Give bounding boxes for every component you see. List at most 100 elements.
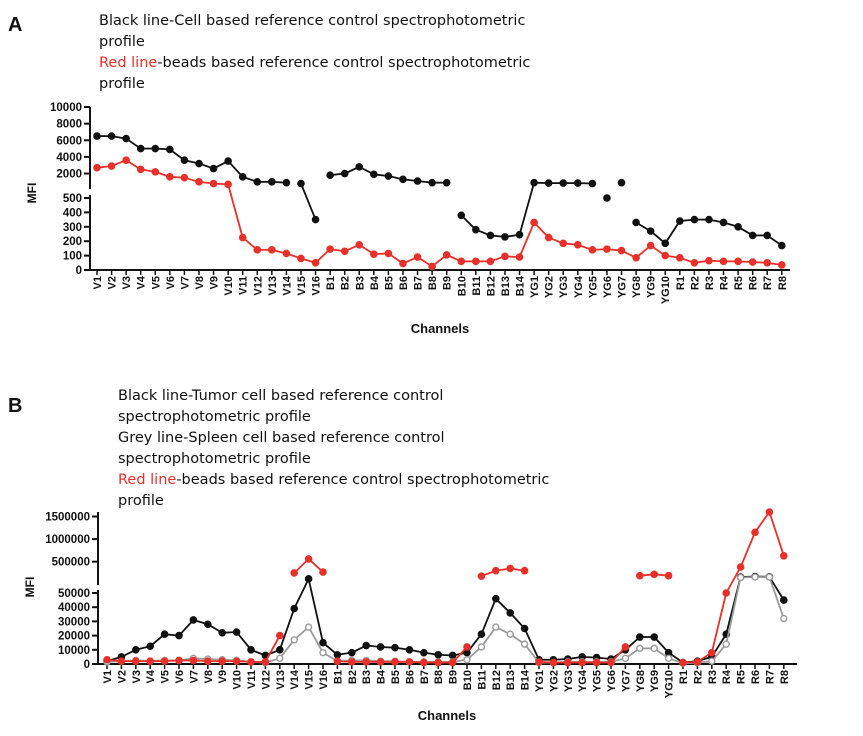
panel-b-red-series-segment <box>768 511 785 557</box>
panel-b-xtick-label: V15 <box>304 670 316 690</box>
panel-a-xtick-label: B3 <box>354 276 366 290</box>
panel-b-xtick-label: R1 <box>678 670 690 684</box>
panel-a-black-series-point-r1 <box>675 217 684 225</box>
panel-b-xtick-label: B8 <box>433 670 445 684</box>
panel-a-red-series-point-yg2 <box>544 233 553 242</box>
panel-b-xtick-label: YG9 <box>649 670 661 692</box>
panel-b-red-series-point-r5 <box>736 563 745 571</box>
panel-b-xtick-label: R6 <box>750 670 762 684</box>
panel-b-grey-series-point-yg7 <box>621 654 630 663</box>
panel-b-xtick-label: R7 <box>764 670 776 684</box>
panel-a-red-series-point-b2 <box>340 247 349 256</box>
panel-b-grey-series-point-v16 <box>319 648 327 657</box>
panel-b-ytick-label: 10000 <box>58 645 90 657</box>
panel-b-black-series-point-v13 <box>275 645 284 654</box>
panel-a-xtick-label: V5 <box>150 276 162 289</box>
panel-a-black-series-point-b4 <box>370 170 378 179</box>
panel-a-black-series-point-b9 <box>442 178 451 187</box>
panel-a-red-series-point-yg7 <box>617 246 626 255</box>
panel-b-grey-series-point-r4 <box>722 640 730 648</box>
panel-a-legend-red-line2: profile <box>99 76 145 92</box>
panel-a-red-series-point-b3 <box>355 241 364 249</box>
panel-a-ytick-label: 0 <box>76 265 82 277</box>
panel-a-xtick-label: YG7 <box>617 276 629 298</box>
panel-b-black-series-segment <box>307 578 324 643</box>
panel-b-red-series-point-b9 <box>448 658 457 667</box>
panel-a-black-series-point-v15 <box>297 179 305 188</box>
panel-b-xtick-label: V3 <box>131 670 143 683</box>
panel-b-xtick-label: R8 <box>779 670 791 684</box>
panel-b-xtick-label: V16 <box>318 670 330 690</box>
panel-b-xtick-label: YG7 <box>620 670 632 692</box>
panel-b-black-series-point-v15 <box>304 575 313 583</box>
panel-b-black-series-point-b9 <box>448 651 457 660</box>
panel-a-black-series-point-v12 <box>253 178 262 186</box>
panel-a-red-series-point-b5 <box>384 249 393 258</box>
panel-b-black-series-point-b4 <box>376 643 385 651</box>
panel-b-black-series-point-b2 <box>347 648 356 657</box>
panel-a-xtick-label: B11 <box>471 276 483 296</box>
panel-b-red-series-point-v4 <box>146 657 155 665</box>
panel-b-red-series-point-b7 <box>419 658 428 667</box>
panel-b-black-series-point-v14 <box>290 604 299 613</box>
panel-b-xtick-label: B1 <box>332 670 344 684</box>
panel-a-xtick-label: B6 <box>398 276 410 290</box>
panel-b-red-series-point-yg7 <box>621 643 630 651</box>
panel-b-label: B <box>8 395 22 417</box>
panel-a-xtick-label: B7 <box>413 276 425 290</box>
panel-a-legend-black-line1: Black line-Cell based reference control … <box>99 13 525 29</box>
panel-a-ytick-label: 8000 <box>56 119 82 131</box>
panel-a-black-series-point-yg1 <box>530 178 538 187</box>
panel-b-black-series-point-v5 <box>160 630 169 638</box>
panel-b-xtick-label: V9 <box>217 670 229 683</box>
panel-a-ytick-label: 400 <box>63 207 82 219</box>
panel-b-xtick-label: V8 <box>203 670 215 683</box>
panel-a-red-series-point-v16 <box>311 258 320 267</box>
panel-a-black-series-point-yg7 <box>617 178 626 187</box>
panel-a-red-series-point-r1 <box>675 253 684 262</box>
panel-b-red-series-point-b1 <box>333 657 342 665</box>
panel-a-red-series-point-v10 <box>224 180 232 189</box>
panel-b-grey-series-segment <box>480 626 497 648</box>
panel-b-red-series-point-v14 <box>290 569 299 577</box>
panel-a-xtick-label: R7 <box>762 276 774 290</box>
panel-b-xtick-label: V13 <box>275 670 287 690</box>
panel-b-red-series-point-r4 <box>722 589 730 597</box>
panel-b-red-series-point-yg8 <box>635 571 644 580</box>
panel-b-xtick-label: V12 <box>260 670 272 690</box>
panel-a-ytick-label: 10000 <box>50 102 82 114</box>
panel-a-xtick-label: B2 <box>340 276 352 290</box>
panel-b-black-series-point-v6 <box>175 631 183 640</box>
panel-b-red-series-point-b13 <box>506 564 515 573</box>
panel-b-legend-black-line1: Black line-Tumor cell based reference co… <box>118 388 443 404</box>
panel-a-xtick-label: V4 <box>136 275 148 289</box>
panel-b-xtick-label: B6 <box>404 670 416 684</box>
panel-b-xtick-label: YG4 <box>577 669 589 692</box>
panel-a-legend-red-line1: Red line-beads based reference control s… <box>99 55 530 71</box>
panel-b-legend-grey-line2: spectrophotometric profile <box>118 451 311 467</box>
panel-b-red-series-point-r8 <box>779 552 788 560</box>
panel-b-ytick-label: 30000 <box>58 616 90 628</box>
panel-a-xtick-label: YG9 <box>646 276 658 298</box>
panel-b-black-series-point-v3 <box>132 645 140 654</box>
panel-a-ytick-label: 500 <box>63 193 82 205</box>
panel-a-black-series-point-r4 <box>719 218 728 227</box>
panel-a-red-series-point-yg5 <box>588 246 597 254</box>
panel-a-red-series-point-v4 <box>136 165 145 174</box>
panel-a-black-series-point-v4 <box>136 144 145 153</box>
panel-a-xtick-label: V6 <box>165 276 177 289</box>
panel-b-red-series-point-v5 <box>160 657 169 665</box>
panel-a-xtick-label: YG4 <box>573 275 585 298</box>
panel-a-red-series-point-v12 <box>253 246 262 254</box>
panel-b-red-series-segment <box>710 592 728 653</box>
panel-b-red-series-point-yg10 <box>664 571 673 580</box>
panel-a-xtick-label: V9 <box>209 276 221 289</box>
panel-a-xtick-label: YG6 <box>602 276 614 298</box>
panel-a-xtick-label: V15 <box>296 276 308 296</box>
panel-b-ytick-label: 1500000 <box>45 512 90 524</box>
panel-b-xtick-label: R3 <box>707 670 719 684</box>
panel-b-black-series-point-r8 <box>779 596 788 604</box>
panel-a-red-series-point-r5 <box>734 257 742 266</box>
panel-a-black-series-point-yg6 <box>603 194 611 202</box>
panel-b-red-series-segment <box>264 635 281 663</box>
